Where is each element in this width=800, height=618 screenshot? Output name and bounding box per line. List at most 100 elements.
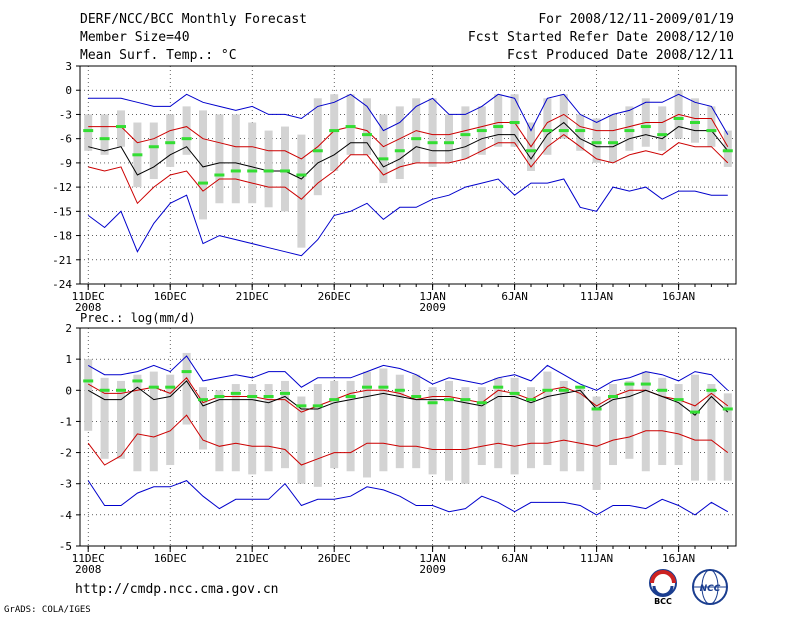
y-tick-label: -6 [59,133,72,146]
spread-box [707,384,716,481]
spread-box [609,114,617,163]
y-tick-label: -24 [52,278,72,291]
series-mean [87,380,729,416]
y-tick-label: -5 [59,540,72,553]
spread-box [494,94,503,147]
spread-box [117,110,125,147]
x-tick-year: 2008 [75,301,102,314]
y-tick-label: -9 [59,157,72,170]
spread-box [477,387,486,466]
y-tick-label: -21 [52,254,72,267]
x-tick-label: 21DEC [236,290,269,303]
x-tick-label: 11DEC [72,552,105,565]
spread-box [182,106,191,155]
x-tick-label: 6JAN [501,290,528,303]
y-tick-label: -18 [52,230,72,243]
y-tick-label: -15 [52,205,72,218]
spread-box [674,384,683,466]
plot-frame [79,65,737,285]
spread-box [609,384,617,466]
spread-box [281,380,289,469]
spread-box [658,377,667,466]
spread-box [346,94,355,155]
spread-box [297,396,306,484]
series-p_high [87,377,729,413]
spread-box [723,393,732,481]
spread-box [100,114,109,155]
series-p_low [88,133,729,205]
series-mean [88,121,729,180]
spread-box [133,374,142,472]
y-tick-label: 3 [65,60,72,73]
spread-box [559,380,568,472]
x-tick-year: 2008 [75,563,102,576]
spread-box [592,396,601,490]
spread-box [461,387,470,484]
spread-box [199,110,207,220]
spread-box [625,106,634,151]
spread-box [707,106,716,147]
variable-label: Mean Surf. Temp.: °C [80,48,237,63]
spread-box [149,371,158,472]
y-tick-label: 2 [65,322,72,335]
y-tick-label: -12 [52,181,72,194]
x-tick-label: 11JAN [580,290,613,303]
spread-box [346,380,355,472]
spread-box [395,374,404,469]
spread-box [379,368,388,472]
spread-box [166,374,175,466]
spread-box [117,380,125,459]
ncc-logo-text: NCC [700,584,721,594]
x-tick-label: 11DEC [72,290,105,303]
spread-box [461,106,470,159]
x-tick-label: 1JAN [419,552,446,565]
spread-box [543,371,552,466]
ncc-logo: NCC [692,569,728,605]
x-tick-label: 26DEC [318,552,351,565]
spread-box [330,380,339,469]
forecast-produced: Fcst Produced Date 2008/12/11 [507,48,734,63]
spread-box [231,114,240,204]
spread-box [510,94,519,147]
x-tick-year: 2009 [419,563,446,576]
spread-box [445,114,453,163]
series-min [87,480,729,516]
spread-box [723,130,732,167]
spread-box [625,380,634,459]
spread-box [576,114,585,151]
x-tick-label: 6JAN [501,552,528,565]
spread-box [199,387,207,450]
spread-box [100,377,109,459]
spread-box [494,377,503,469]
spread-box [543,98,552,155]
spread-box [248,122,257,204]
spread-box [412,374,421,469]
y-tick-label: 0 [65,384,72,397]
series-max [87,355,729,391]
y-tick-label: -3 [59,478,72,491]
spread-box [166,114,175,167]
spread-box [84,114,93,151]
x-tick-label: 16DEC [154,290,187,303]
panel-title: Prec.: log(mm/d) [80,311,196,325]
chart-title: DERF/NCC/BCC Monthly Forecast [80,12,307,27]
spread-box [658,106,667,151]
spread-box [395,106,404,180]
y-tick-label: -1 [59,415,72,428]
y-tick-label: 0 [65,84,72,97]
forecast-period: For 2008/12/11-2009/01/19 [538,12,734,27]
spread-box [641,371,650,472]
spread-box [576,387,585,472]
spread-box [445,380,453,481]
spread-box [215,114,224,204]
plot-frame [79,327,737,547]
spread-box [182,352,191,425]
spread-box [215,390,224,472]
x-tick-year: 2009 [419,301,446,314]
x-tick-label: 26DEC [318,290,351,303]
spread-box [264,130,273,208]
spread-box [231,384,240,472]
source-url[interactable]: http://cmdp.ncc.cma.gov.cn [75,582,279,597]
